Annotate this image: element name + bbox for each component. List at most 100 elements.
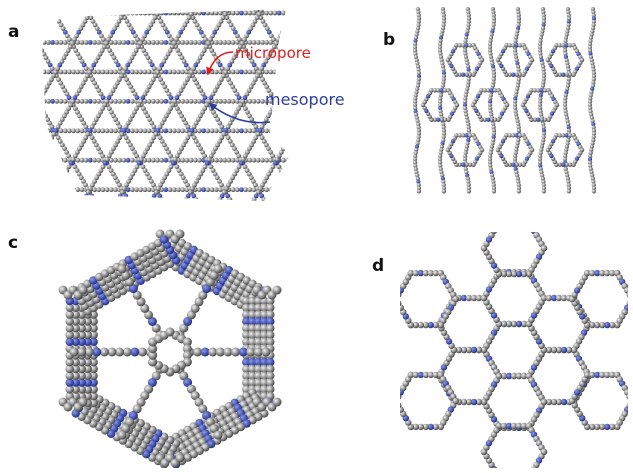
carbon-atom xyxy=(191,66,197,71)
carbon-atom xyxy=(513,99,518,104)
nitrogen-atom xyxy=(106,95,112,101)
carbon-atom xyxy=(42,88,48,93)
carbon-atom xyxy=(489,58,494,63)
carbon-atom xyxy=(416,70,421,76)
carbon-atom xyxy=(416,80,421,85)
nitrogen-atom xyxy=(441,70,446,76)
nitrogen-atom xyxy=(170,160,176,166)
carbon-atom xyxy=(121,69,126,75)
carbon-atom xyxy=(414,115,419,120)
nitrogen-atom xyxy=(239,187,244,193)
carbon-atom xyxy=(197,98,202,104)
carbon-atom xyxy=(106,164,112,170)
carbon-atom xyxy=(146,128,152,134)
carbon-atom xyxy=(516,179,521,184)
carbon-atom xyxy=(209,187,215,193)
carbon-atom xyxy=(209,128,215,134)
carbon-atom xyxy=(113,200,119,201)
carbon-atom xyxy=(196,175,202,181)
nitrogen-atom xyxy=(414,144,419,149)
carbon-atom xyxy=(249,200,255,201)
carbon-atom xyxy=(151,66,157,71)
nitrogen-atom xyxy=(242,95,248,101)
nitrogen-atom xyxy=(538,93,543,98)
nitrogen-atom xyxy=(125,69,131,75)
carbon-atom xyxy=(538,38,543,44)
carbon-atom xyxy=(161,117,167,122)
carbon-atom xyxy=(94,26,100,31)
carbon-atom xyxy=(180,84,186,90)
nitrogen-atom xyxy=(466,67,471,72)
nitrogen-atom xyxy=(115,62,121,68)
carbon-atom xyxy=(147,142,152,148)
carbon-atom xyxy=(90,182,95,188)
carbon-atom xyxy=(516,189,521,194)
carbon-atom xyxy=(202,106,208,111)
carbon-atom xyxy=(90,77,95,82)
carbon-atom xyxy=(540,176,545,181)
carbon-atom xyxy=(156,186,161,192)
carbon-atom xyxy=(440,173,445,178)
carbon-atom xyxy=(541,134,546,140)
carbon-atom xyxy=(157,124,163,130)
carbon-atom xyxy=(104,187,110,193)
carbon-atom xyxy=(167,48,173,53)
carbon-atom xyxy=(234,149,240,155)
carbon-atom xyxy=(111,146,116,152)
panel-label-a: a xyxy=(8,22,20,42)
carbon-atom xyxy=(163,55,169,61)
carbon-atom xyxy=(437,45,443,50)
carbon-atom xyxy=(180,10,186,16)
carbon-atom xyxy=(54,98,60,104)
carbon-atom xyxy=(491,67,496,72)
carbon-atom xyxy=(83,124,89,130)
carbon-atom xyxy=(42,98,43,104)
carbon-atom xyxy=(122,15,128,21)
carbon-atom xyxy=(49,124,55,130)
carbon-atom xyxy=(125,120,131,126)
carbon-atom xyxy=(180,204,185,205)
carbon-atom xyxy=(42,44,43,50)
carbon-atom xyxy=(413,106,418,111)
carbon-atom xyxy=(132,109,137,115)
carbon-atom xyxy=(100,106,105,111)
carbon-atom xyxy=(81,139,87,144)
carbon-atom xyxy=(42,128,47,134)
carbon-atom xyxy=(192,98,198,104)
carbon-atom xyxy=(234,69,240,75)
carbon-atom xyxy=(38,44,39,49)
nitrogen-atom xyxy=(87,10,93,16)
carbon-atom xyxy=(168,106,174,111)
carbon-atom xyxy=(466,19,471,24)
carbon-atom xyxy=(183,179,188,184)
carbon-atom xyxy=(96,98,102,104)
carbon-atom xyxy=(123,66,129,71)
carbon-atom xyxy=(60,84,66,90)
carbon-atom xyxy=(147,59,153,64)
carbon-atom xyxy=(540,173,545,178)
carbon-atom xyxy=(234,187,240,193)
carbon-atom xyxy=(208,153,214,159)
carbon-atom xyxy=(564,112,569,117)
carbon-atom xyxy=(516,186,522,191)
carbon-atom xyxy=(219,124,225,130)
carbon-atom xyxy=(241,44,247,50)
carbon-atom xyxy=(92,40,97,45)
carbon-atom xyxy=(126,179,131,184)
carbon-atom xyxy=(62,171,68,177)
carbon-atom xyxy=(255,73,260,79)
carbon-atom xyxy=(139,44,145,50)
carbon-atom xyxy=(284,22,290,28)
carbon-atom xyxy=(590,29,595,34)
carbon-atom xyxy=(77,146,82,152)
carbon-atom xyxy=(491,16,497,21)
carbon-atom xyxy=(72,37,77,42)
carbon-atom xyxy=(268,157,274,163)
carbon-atom xyxy=(266,88,272,93)
carbon-atom xyxy=(113,187,118,193)
carbon-atom xyxy=(57,197,63,201)
carbon-atom xyxy=(236,153,242,159)
nitrogen-atom xyxy=(87,157,93,163)
carbon-atom xyxy=(491,10,496,15)
carbon-atom xyxy=(110,171,116,177)
